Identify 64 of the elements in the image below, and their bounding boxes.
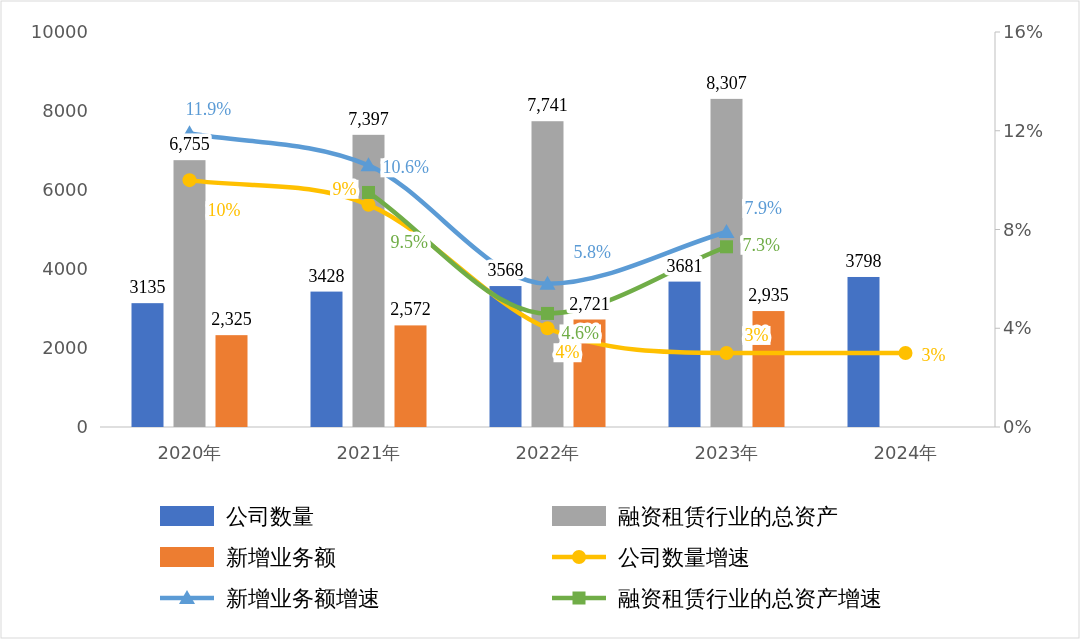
bar [847, 276, 880, 427]
bar [668, 281, 701, 427]
y-tick-label: 10000 [30, 21, 88, 42]
data-label: 4% [555, 342, 580, 363]
data-label: 7,741 [527, 95, 568, 116]
bar [215, 335, 248, 427]
data-label: 9.5% [390, 232, 428, 253]
x-tick-label: 2022年 [515, 442, 580, 463]
point [720, 240, 733, 254]
data-label: 10.6% [382, 157, 429, 178]
point [541, 306, 554, 320]
data-label: 7,397 [348, 108, 389, 129]
x-tick-label: 2024年 [873, 442, 938, 463]
bar [394, 325, 427, 427]
legend-label: 新增业务额 [226, 545, 336, 570]
point [718, 223, 735, 238]
y2-tick-label: 4% [1003, 317, 1032, 339]
bar [710, 98, 743, 427]
point [539, 275, 556, 290]
y-tick-label: 6000 [42, 179, 88, 200]
legend-label: 融资租赁行业的总资产 [618, 504, 838, 529]
data-label: 7.3% [742, 234, 780, 255]
point [540, 321, 555, 336]
y-tick-label: 0 [76, 416, 88, 437]
y-tick-label: 4000 [42, 258, 88, 279]
data-label: 3135 [129, 277, 166, 298]
data-label: 7.9% [744, 197, 782, 218]
point [361, 197, 376, 212]
y2-tick-label: 8% [1003, 218, 1032, 240]
data-label: 11.9% [185, 99, 232, 120]
legend-label: 公司数量增速 [618, 545, 750, 570]
data-label: 5.8% [573, 241, 611, 262]
legend-label: 新增业务额增速 [226, 586, 380, 611]
data-label: 6,755 [169, 134, 210, 155]
data-label: 2,935 [748, 285, 789, 306]
data-label: 3% [921, 344, 946, 365]
data-label: 4.6% [561, 323, 599, 344]
point [182, 173, 197, 188]
data-label: 10% [207, 200, 241, 221]
legend-label: 融资租赁行业的总资产增速 [618, 586, 882, 611]
y-tick-label: 2000 [42, 337, 88, 358]
legend-label: 公司数量 [226, 504, 314, 529]
data-label: 2,325 [211, 309, 252, 330]
x-tick-label: 2020年 [157, 442, 222, 463]
point [360, 157, 377, 172]
point [898, 345, 913, 360]
data-label: 3% [744, 324, 769, 345]
y2-tick-label: 0% [1003, 416, 1032, 437]
point [362, 185, 375, 199]
x-tick-label: 2023年 [694, 442, 759, 463]
data-label: 2,572 [390, 299, 431, 320]
bar [310, 291, 343, 427]
bar [173, 160, 206, 427]
y-tick-label: 8000 [42, 100, 88, 121]
y2-tick-label: 16% [1003, 21, 1044, 42]
data-label: 3428 [308, 265, 345, 286]
point [719, 345, 734, 360]
data-label: 9% [332, 178, 357, 199]
data-label: 3798 [845, 250, 882, 271]
x-tick-label: 2021年 [336, 442, 401, 463]
y2-tick-label: 12% [1003, 119, 1044, 141]
data-label: 8,307 [706, 72, 747, 93]
bar [131, 303, 164, 427]
bar [489, 286, 522, 427]
